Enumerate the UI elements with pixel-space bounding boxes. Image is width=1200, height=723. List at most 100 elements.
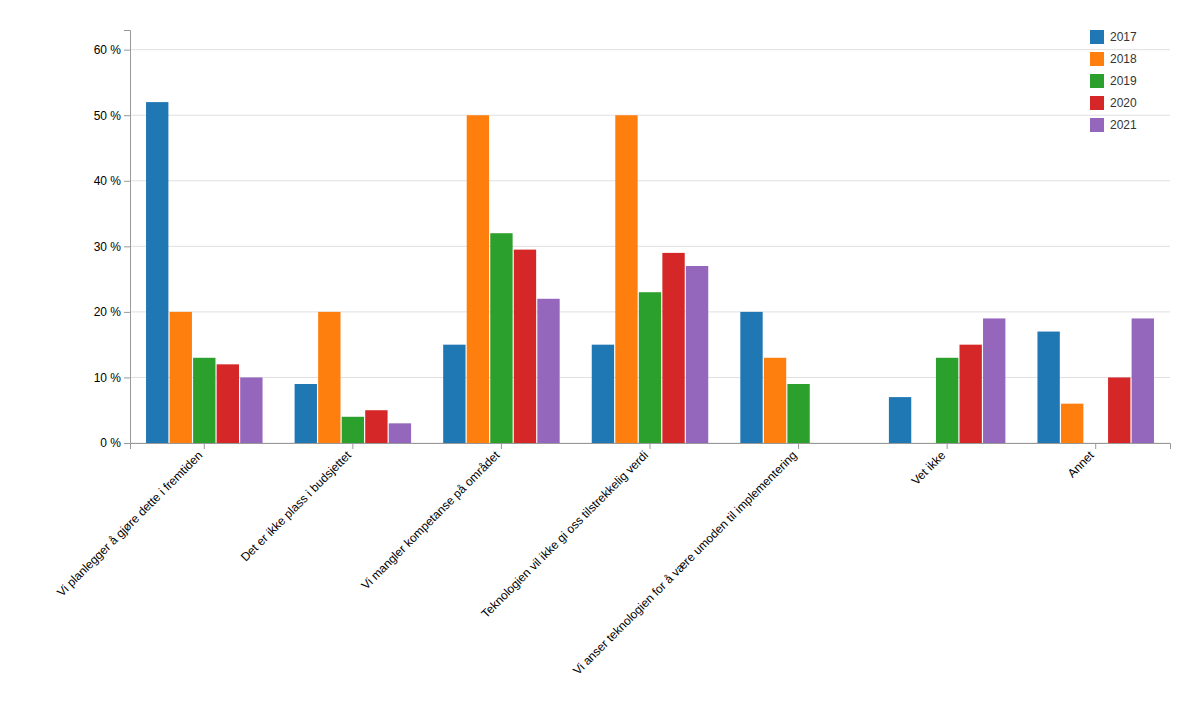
bar xyxy=(467,115,489,443)
y-tick-mark xyxy=(124,115,130,116)
bar xyxy=(811,443,833,444)
y-tick-label: 20 % xyxy=(94,305,122,319)
legend-swatch xyxy=(1090,74,1104,88)
legend-item: 2019 xyxy=(1090,74,1137,88)
bar xyxy=(342,417,364,443)
x-tick: Vi anser teknologien for å være umoden t… xyxy=(570,443,800,678)
y-tick-mark xyxy=(124,443,130,444)
legend-swatch xyxy=(1090,30,1104,44)
y-tick: 10 % xyxy=(94,371,130,385)
bar xyxy=(240,377,262,443)
legend-swatch xyxy=(1090,52,1104,66)
y-tick-label: 0 % xyxy=(100,436,121,450)
bar xyxy=(912,443,934,444)
bar xyxy=(983,318,1005,443)
bar xyxy=(592,345,614,443)
bar xyxy=(1061,404,1083,443)
y-axis-line xyxy=(124,31,131,444)
plot-area: 0 %10 %20 %30 %40 %50 %60 %Vi planlegger… xyxy=(54,31,1170,678)
y-tick-label: 50 % xyxy=(94,109,122,123)
bar xyxy=(217,364,239,443)
y-tick-label: 10 % xyxy=(94,371,122,385)
bar-series xyxy=(217,250,1131,443)
y-tick: 50 % xyxy=(94,109,130,123)
y-axis: 0 %10 %20 %30 %40 %50 %60 % xyxy=(94,31,131,451)
x-tick-mark xyxy=(204,443,205,449)
bar-series xyxy=(193,233,958,443)
y-tick-mark xyxy=(124,181,130,182)
bar-series xyxy=(146,102,1060,443)
y-tick: 60 % xyxy=(94,43,130,57)
x-tick-mark xyxy=(352,443,353,449)
grid xyxy=(130,50,1170,443)
legend-label: 2020 xyxy=(1110,96,1137,110)
x-tick: Vet ikke xyxy=(909,443,949,488)
y-tick-mark xyxy=(124,50,130,51)
legend-label: 2019 xyxy=(1110,74,1137,88)
legend-label: 2017 xyxy=(1110,30,1137,44)
bar xyxy=(1037,332,1059,443)
bar xyxy=(170,312,192,443)
bar xyxy=(537,299,559,443)
legend-item: 2021 xyxy=(1090,118,1137,132)
bar xyxy=(834,443,856,444)
bar xyxy=(686,266,708,443)
legend-item: 2018 xyxy=(1090,52,1137,66)
x-tick-label: Det er ikke plass i budsjettet xyxy=(238,448,354,564)
bar xyxy=(936,358,958,443)
bar xyxy=(295,384,317,443)
y-tick-label: 60 % xyxy=(94,43,122,57)
legend-label: 2018 xyxy=(1110,52,1137,66)
x-tick: Teknologien vil ikke gi oss tilstrekkeli… xyxy=(478,443,651,621)
bar xyxy=(639,292,661,443)
y-tick-mark xyxy=(124,377,130,378)
bar xyxy=(764,358,786,443)
y-tick-mark xyxy=(124,246,130,247)
bars xyxy=(146,102,1154,443)
bar xyxy=(787,384,809,443)
bar xyxy=(662,253,684,443)
bar xyxy=(615,115,637,443)
legend-swatch xyxy=(1090,118,1104,132)
x-tick-label: Vi anser teknologien for å være umoden t… xyxy=(570,448,800,678)
x-tick-label: Annet xyxy=(1065,448,1098,481)
bar xyxy=(889,397,911,443)
bar xyxy=(1132,318,1154,443)
x-tick-label: Vet ikke xyxy=(909,448,949,488)
y-tick: 40 % xyxy=(94,174,130,188)
bar-series xyxy=(170,115,1084,443)
bar xyxy=(959,345,981,443)
grid-line xyxy=(130,246,1170,247)
bar xyxy=(490,233,512,443)
x-tick-label: Vi planlegger å gjøre dette i fremtiden xyxy=(54,448,205,599)
x-tick-mark xyxy=(650,443,651,449)
bar xyxy=(443,345,465,443)
x-tick: Vi mangler kompetanse på området xyxy=(358,443,503,592)
legend-label: 2021 xyxy=(1110,118,1137,132)
legend: 2017 2018 2019 2020 2021 xyxy=(1090,30,1137,132)
y-tick-mark xyxy=(124,312,130,313)
x-tick: Vi planlegger å gjøre dette i fremtiden xyxy=(54,443,205,599)
bar xyxy=(146,102,168,443)
bar xyxy=(389,423,411,443)
x-axis-line xyxy=(131,444,1171,450)
legend-item: 2020 xyxy=(1090,96,1137,110)
grid-line xyxy=(130,115,1170,116)
x-tick: Annet xyxy=(1065,443,1098,480)
bar xyxy=(193,358,215,443)
grid-line xyxy=(130,180,1170,181)
x-tick-mark xyxy=(1095,443,1096,449)
bar xyxy=(365,410,387,443)
grid-line xyxy=(130,49,1170,50)
bar xyxy=(1108,377,1130,443)
x-tick: Det er ikke plass i budsjettet xyxy=(238,443,354,564)
y-tick: 0 % xyxy=(100,436,130,450)
x-tick-label: Vi mangler kompetanse på området xyxy=(358,448,503,593)
legend-swatch xyxy=(1090,96,1104,110)
bar xyxy=(514,250,536,443)
bar xyxy=(740,312,762,443)
x-tick-mark xyxy=(798,443,799,449)
chart: 0 %10 %20 %30 %40 %50 %60 %Vi planlegger… xyxy=(0,0,1200,723)
x-tick-mark xyxy=(947,443,948,449)
bar-series xyxy=(240,266,1154,443)
